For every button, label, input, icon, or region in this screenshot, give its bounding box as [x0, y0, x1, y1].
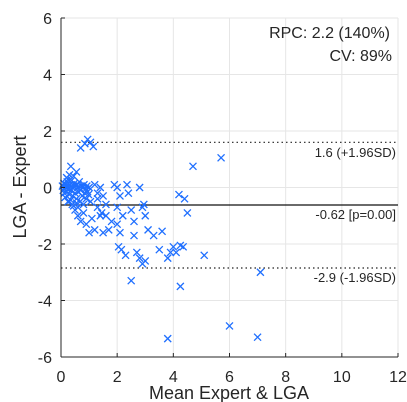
data-point	[176, 282, 185, 291]
data-point	[256, 268, 265, 277]
data-point	[93, 194, 102, 203]
data-point	[132, 248, 141, 257]
x-tick-labels: 0 2 4 6 8 10 12	[57, 369, 407, 386]
data-point	[174, 190, 183, 199]
data-point	[101, 211, 110, 220]
data-point	[96, 183, 105, 192]
axes	[60, 17, 399, 358]
data-point	[64, 197, 72, 206]
data-point	[86, 197, 95, 206]
data-point	[93, 203, 102, 212]
x-tick-label: 4	[169, 369, 178, 386]
data-point	[163, 334, 172, 343]
x-tick-label: 2	[113, 369, 122, 386]
mean-difference-label: -0.62 [p=0.00]	[315, 207, 396, 222]
data-point	[87, 214, 96, 223]
data-point	[97, 208, 106, 217]
data-point	[62, 173, 71, 182]
data-point	[99, 192, 108, 200]
y-tick-labels: 6 4 2 0 -2 -4 -6	[38, 11, 52, 367]
data-point	[71, 206, 80, 215]
data-point	[130, 217, 138, 226]
x-tick-label: 8	[281, 369, 290, 386]
data-point	[79, 208, 88, 217]
data-point	[86, 138, 95, 147]
data-point	[189, 162, 197, 171]
upper-limit-label: 1.6 (+1.96SD)	[315, 145, 396, 160]
data-point	[116, 228, 124, 237]
data-point	[225, 321, 234, 330]
data-points	[58, 135, 265, 343]
data-point	[113, 203, 122, 212]
data-point	[82, 194, 91, 203]
data-point	[141, 256, 150, 265]
data-point	[169, 242, 178, 251]
data-point	[123, 180, 131, 189]
y-tick-label: 4	[43, 68, 52, 85]
data-point	[141, 211, 150, 220]
x-tick-label: 0	[57, 369, 66, 386]
lower-limit-label: -2.9 (-1.96SD)	[314, 270, 396, 285]
data-point	[155, 245, 164, 254]
data-point	[72, 168, 81, 176]
data-point	[158, 227, 167, 236]
data-point	[113, 183, 122, 192]
rpc-annotation: RPC: 2.2 (140%)	[269, 25, 390, 42]
x-axis-label: Mean Expert & LGA	[149, 383, 309, 402]
data-point	[166, 248, 175, 257]
data-point	[149, 231, 158, 240]
data-point	[85, 228, 94, 237]
data-point	[217, 153, 226, 162]
data-point	[113, 220, 122, 229]
data-point	[69, 201, 78, 210]
data-point	[79, 200, 88, 209]
data-point	[127, 206, 136, 215]
y-axis-label: LGA - Expert	[10, 135, 30, 238]
data-point	[89, 142, 98, 151]
data-point	[121, 251, 130, 260]
data-point	[135, 254, 144, 263]
data-point	[183, 208, 192, 217]
data-point	[80, 139, 89, 148]
data-point	[138, 203, 147, 212]
data-point	[99, 228, 108, 237]
data-point	[73, 211, 82, 220]
y-tick-label: -4	[38, 294, 52, 311]
data-point	[93, 189, 102, 198]
data-point	[61, 193, 70, 202]
y-tick-label: -6	[38, 350, 52, 367]
data-point	[90, 180, 99, 189]
data-point	[83, 187, 92, 196]
data-point	[130, 231, 138, 240]
reference-lines	[61, 141, 398, 269]
data-point	[200, 251, 209, 260]
data-point	[124, 189, 133, 198]
data-point	[179, 242, 188, 251]
data-point	[127, 276, 136, 285]
x-tick-label: 12	[389, 369, 407, 386]
data-point	[69, 172, 78, 181]
cv-annotation: CV: 89%	[329, 48, 392, 65]
data-point	[90, 225, 99, 234]
data-point	[76, 217, 85, 226]
y-tick-label: 0	[43, 181, 52, 198]
data-point	[180, 194, 189, 203]
y-tick-label: 2	[43, 124, 52, 141]
data-point	[117, 245, 126, 254]
data-point	[253, 333, 262, 342]
y-tick-label: 6	[43, 11, 52, 28]
data-point	[116, 192, 124, 200]
data-point	[118, 211, 127, 220]
data-point	[84, 190, 93, 199]
data-point	[135, 183, 144, 192]
data-point	[172, 248, 181, 257]
data-point	[163, 254, 172, 263]
y-tick-label: -2	[38, 237, 52, 254]
x-tick-label: 6	[225, 369, 234, 386]
data-point	[104, 225, 113, 234]
data-point	[85, 183, 94, 192]
x-tick-label: 10	[333, 369, 351, 386]
data-point	[101, 200, 110, 209]
